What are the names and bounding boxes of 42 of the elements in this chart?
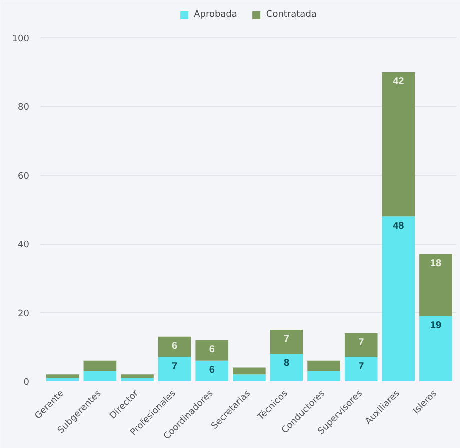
y-tick-label: 0 bbox=[24, 378, 30, 388]
data-label: 6 bbox=[172, 340, 178, 352]
bar bbox=[84, 360, 117, 372]
legend-label: Contratada bbox=[266, 10, 317, 20]
bar bbox=[308, 360, 340, 372]
y-tick-label: 60 bbox=[18, 172, 30, 182]
y-tick-label: 80 bbox=[18, 103, 30, 114]
bar bbox=[196, 340, 229, 361]
data-label: 8 bbox=[284, 358, 290, 370]
data-label: 6 bbox=[209, 344, 216, 356]
data-label: 19 bbox=[430, 320, 442, 332]
bar bbox=[270, 330, 304, 354]
bar bbox=[420, 254, 452, 316]
y-tick-label: 100 bbox=[12, 34, 30, 44]
bar bbox=[344, 333, 378, 358]
bar bbox=[233, 374, 266, 382]
y-tick-label: 40 bbox=[18, 240, 30, 251]
bar bbox=[121, 378, 154, 382]
data-label: 7 bbox=[358, 338, 365, 349]
bar bbox=[46, 378, 80, 382]
data-label: 18 bbox=[430, 258, 442, 270]
bar bbox=[270, 354, 304, 382]
bar bbox=[46, 374, 80, 378]
data-label: 7 bbox=[358, 362, 365, 373]
data-label: 7 bbox=[172, 362, 178, 373]
bar bbox=[158, 336, 192, 358]
data-label: 7 bbox=[284, 334, 290, 346]
bar bbox=[196, 360, 229, 382]
bar bbox=[382, 72, 416, 217]
bar bbox=[344, 357, 378, 382]
data-label: 6 bbox=[209, 365, 216, 376]
legend-label: Aprobada bbox=[194, 10, 238, 20]
bar bbox=[158, 357, 192, 382]
bar bbox=[382, 216, 416, 382]
bar bbox=[233, 368, 266, 375]
data-label: 42 bbox=[393, 76, 405, 88]
data-label: 48 bbox=[393, 220, 405, 232]
bar bbox=[84, 371, 117, 382]
y-tick-label: 20 bbox=[18, 309, 30, 320]
bar bbox=[121, 374, 154, 378]
bar bbox=[308, 371, 340, 382]
bar bbox=[420, 316, 452, 382]
